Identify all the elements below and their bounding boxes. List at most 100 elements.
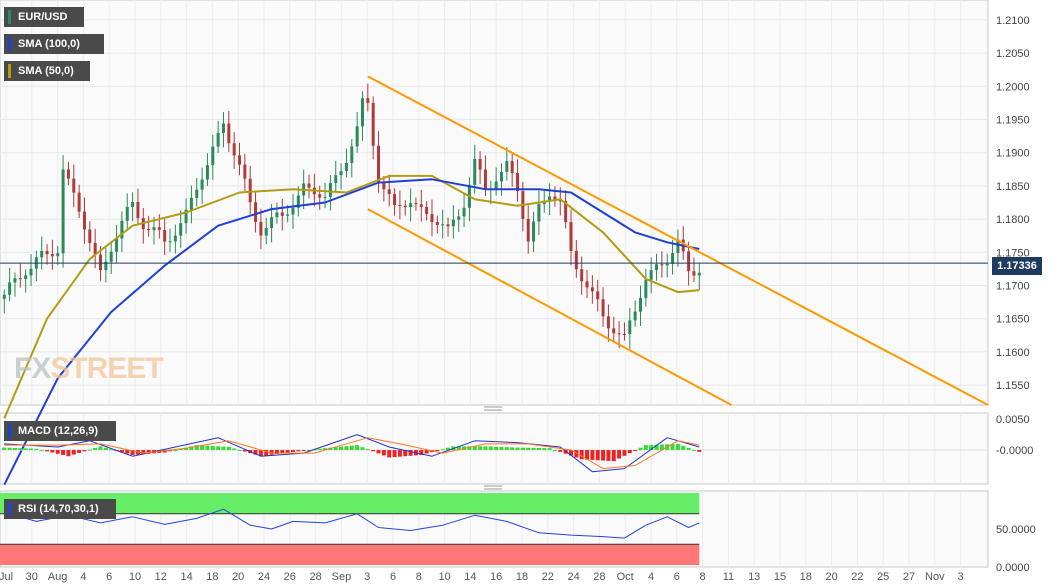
macd-histogram-bar [403, 450, 408, 457]
candle-body [564, 200, 568, 223]
macd-histogram-bar [381, 450, 386, 456]
sma100-text: SMA (100,0) [18, 38, 80, 50]
macd-histogram-bar [649, 444, 654, 451]
macd-histogram-bar [595, 450, 600, 461]
x-tick-label: 3 [364, 571, 370, 583]
macd-histogram-bar [307, 450, 312, 452]
candle-body [425, 207, 429, 215]
macd-histogram-bar [697, 450, 702, 452]
x-tick-label: 15 [774, 571, 786, 583]
candle-body [414, 203, 418, 205]
candle-body [532, 221, 536, 242]
macd-histogram-bar [467, 446, 472, 451]
candle-body [660, 264, 664, 266]
candle-body [446, 224, 450, 227]
macd-histogram-bar [274, 450, 279, 455]
macd-histogram-bar [387, 450, 392, 458]
macd-histogram-bar [446, 447, 451, 451]
candle-body [264, 228, 268, 236]
macd-histogram-bar [66, 450, 71, 457]
candle-body [13, 278, 17, 283]
candle-body [296, 195, 300, 208]
macd-histogram-bar [141, 450, 146, 455]
macd-histogram-bar [365, 449, 370, 451]
candle-body [638, 298, 642, 312]
sma50-line [3, 174, 700, 419]
macd-histogram-bar [2, 447, 7, 451]
macd-histogram-bar [98, 446, 103, 451]
macd-histogram-bar [200, 445, 205, 451]
candle-body [131, 202, 135, 207]
macd-histogram-bar [162, 450, 167, 453]
macd-histogram-bar [29, 448, 34, 451]
candle-body [676, 239, 680, 254]
macd-histogram-bar [675, 443, 680, 451]
macd-histogram-bar [146, 450, 151, 454]
candle-body [393, 194, 397, 206]
candle-body [537, 204, 541, 222]
macd-histogram-bar [520, 447, 525, 451]
x-tick-label: 13 [748, 571, 760, 583]
candle-body [377, 145, 381, 183]
x-tick-label: 4 [80, 571, 86, 583]
candle-body [227, 123, 231, 144]
candle-body [617, 333, 621, 335]
macd-histogram-bar [285, 450, 290, 453]
x-tick-label: 16 [490, 571, 502, 583]
candle-body [462, 207, 466, 217]
rsi-text: RSI (14,70,30,1) [18, 503, 99, 515]
x-tick-label: 8 [700, 571, 706, 583]
macd-histogram-bar [515, 447, 520, 451]
candle-body [104, 261, 108, 271]
macd-histogram-bar [654, 444, 659, 451]
macd-histogram-bar [686, 447, 691, 451]
macd-histogram-bar [408, 450, 413, 456]
candle-body [478, 158, 482, 170]
candle-body [136, 202, 140, 219]
candle-body [355, 126, 359, 147]
candle-body [232, 143, 236, 156]
macd-histogram-bar [184, 447, 189, 451]
macd-histogram-bar [194, 445, 199, 451]
candle-body [644, 279, 648, 299]
macd-histogram-bar [627, 450, 632, 454]
candle-body [77, 192, 81, 212]
macd-histogram-bar [670, 444, 675, 451]
macd-histogram-bar [392, 450, 397, 458]
sma100-line [3, 178, 700, 486]
candle-body [61, 169, 65, 254]
candle-body [286, 214, 290, 216]
macd-histogram-bar [371, 450, 376, 452]
macd-histogram-bar [210, 446, 215, 451]
candle-body [409, 203, 413, 208]
instrument-label: EUR/USD [4, 7, 84, 27]
macd-histogram-bar [109, 449, 114, 451]
macd-histogram-bar [317, 448, 322, 451]
y-tick-label: 1.1900 [996, 148, 1030, 160]
y-tick-label: 1.1550 [996, 380, 1030, 392]
candle-body [82, 211, 86, 230]
x-tick-label: 8 [416, 571, 422, 583]
candle-body [307, 183, 311, 188]
macd-signal-line [4, 437, 700, 470]
macd-histogram-bar [483, 446, 488, 451]
candle-body [516, 173, 520, 192]
x-tick-label: 28 [309, 571, 321, 583]
rsi-oversold-band [0, 544, 700, 565]
x-tick-label: 26 [284, 571, 296, 583]
x-tick-label: 6 [674, 571, 680, 583]
macd-histogram-bar [376, 450, 381, 454]
candle-body [29, 268, 33, 276]
trend-line [367, 75, 989, 406]
macd-histogram-bar [419, 450, 424, 455]
macd-histogram-bar [71, 450, 76, 455]
watermark-fx: FX [14, 352, 51, 385]
macd-histogram-bar [296, 450, 301, 452]
x-tick-label: 14 [464, 571, 476, 583]
macd-histogram-bar [574, 450, 579, 458]
macd-histogram-bar [536, 447, 541, 451]
candle-body [2, 294, 6, 299]
macd-text: MACD (12,26,9) [18, 425, 99, 437]
x-tick-label: 14 [180, 571, 192, 583]
x-tick-label: Aug [48, 571, 68, 583]
